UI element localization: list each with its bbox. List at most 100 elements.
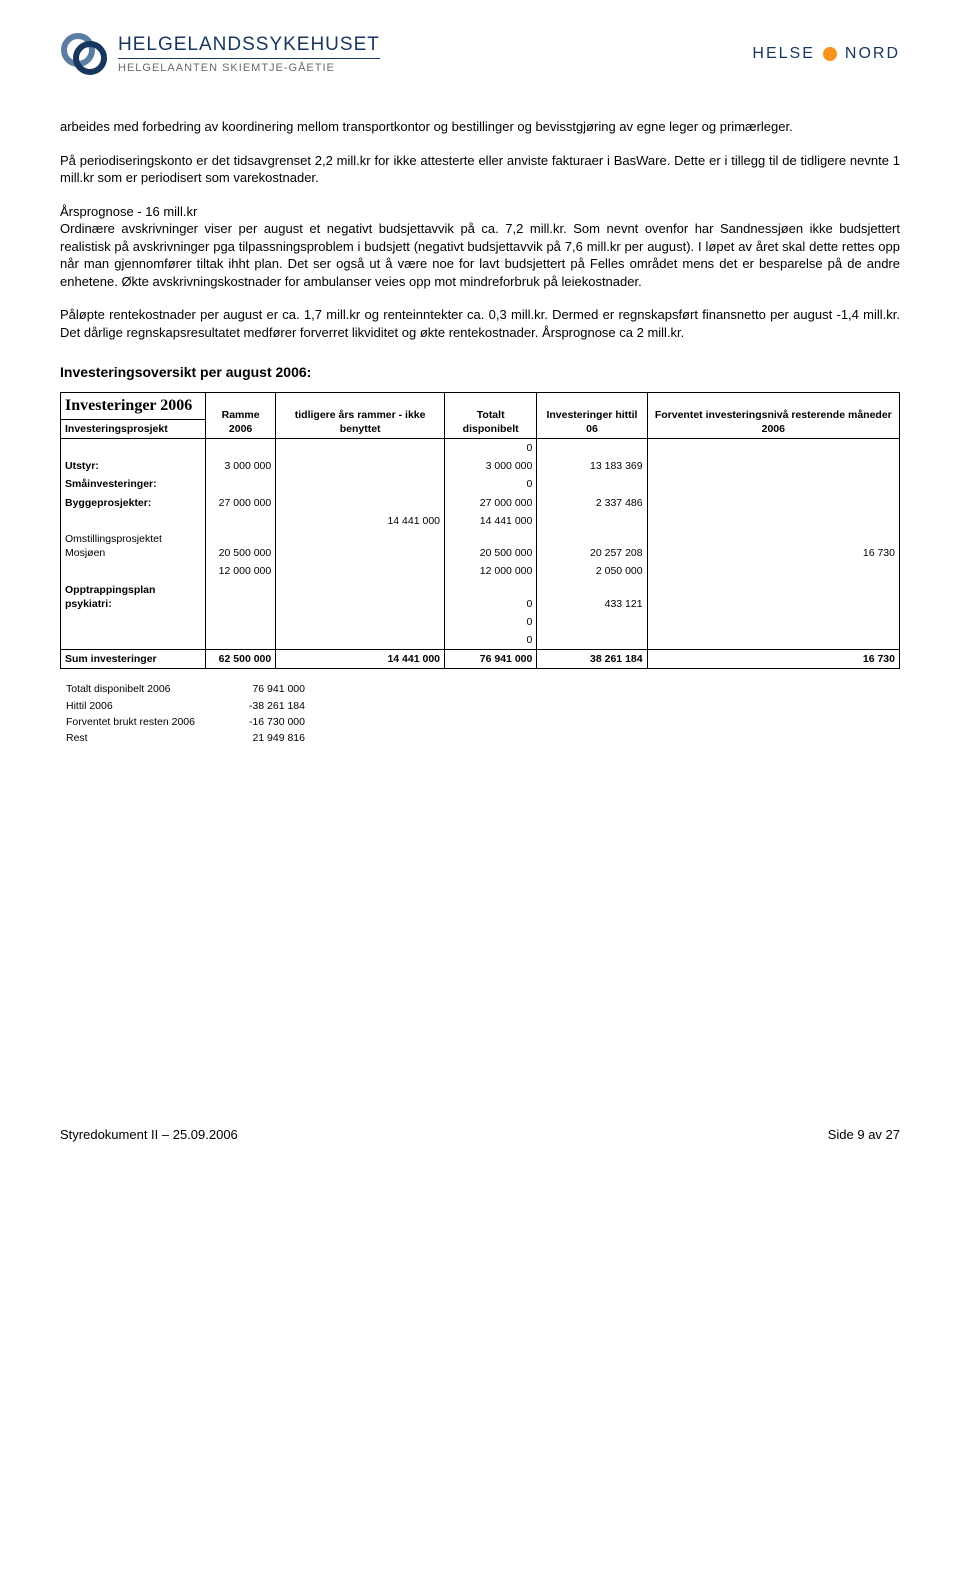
- cell: [276, 494, 445, 512]
- table-body: 0Utstyr:3 000 0003 000 00013 183 369Småi…: [61, 439, 900, 669]
- table-row: Byggeprosjekter:27 000 00027 000 0002 33…: [61, 494, 900, 512]
- logo-title: HELGELANDSSYKEHUSET: [118, 32, 380, 58]
- nord-dot-icon: [823, 47, 837, 61]
- investment-table: Investeringer 2006 Ramme 2006 tidligere …: [60, 392, 900, 669]
- section-title: Investeringsoversikt per august 2006:: [60, 363, 900, 382]
- cell: 13 183 369: [537, 457, 647, 475]
- cell: [276, 439, 445, 458]
- table-row: 14 441 00014 441 000: [61, 512, 900, 530]
- cell: 0: [445, 581, 537, 613]
- hospital-logo-icon: [60, 30, 108, 78]
- summary-table: Totalt disponibelt 200676 941 000Hittil …: [60, 681, 311, 746]
- cell: [647, 457, 899, 475]
- paragraph-1: arbeides med forbedring av koordinering …: [60, 118, 900, 136]
- paragraph-5: Påløpte rentekostnader per august er ca.…: [60, 306, 900, 341]
- summary-label: Hittil 2006: [60, 698, 201, 714]
- summary-label: Rest: [60, 730, 201, 746]
- p3-body: Ordinære avskrivninger viser per august …: [60, 221, 900, 289]
- cell: 14 441 000: [276, 512, 445, 530]
- paragraph-2: På periodiseringskonto er det tidsavgren…: [60, 152, 900, 187]
- cell: [205, 439, 275, 458]
- summary-value: -38 261 184: [201, 698, 311, 714]
- paragraph-3: Årsprognose - 16 mill.kr Ordinære avskri…: [60, 203, 900, 291]
- cell: [205, 475, 275, 493]
- row-label: [61, 439, 206, 458]
- sum-cell: 16 730: [647, 650, 899, 669]
- logo-left: HELGELANDSSYKEHUSET HELGELAANTEN SKIEMTJ…: [60, 30, 380, 78]
- cell: [647, 494, 899, 512]
- cell: [537, 613, 647, 631]
- cell: 27 000 000: [445, 494, 537, 512]
- col-hittil: Investeringer hittil 06: [537, 393, 647, 439]
- cell: 0: [445, 613, 537, 631]
- cell: 14 441 000: [445, 512, 537, 530]
- table-row: 0: [61, 631, 900, 650]
- sum-label: Sum investeringer: [61, 650, 206, 669]
- summary-label: Forventet brukt resten 2006: [60, 714, 201, 730]
- cell: [276, 562, 445, 580]
- cell: [647, 512, 899, 530]
- logo-right: HELSE NORD: [752, 43, 900, 65]
- cell: 3 000 000: [445, 457, 537, 475]
- logo-text-block: HELGELANDSSYKEHUSET HELGELAANTEN SKIEMTJ…: [118, 32, 380, 75]
- cell: [205, 613, 275, 631]
- cell: [205, 581, 275, 613]
- cell: [276, 475, 445, 493]
- row-label: Byggeprosjekter:: [61, 494, 206, 512]
- col-totalt: Totalt disponibelt: [445, 393, 537, 439]
- cell: 433 121: [537, 581, 647, 613]
- page-footer: Styredokument II – 25.09.2006 Side 9 av …: [60, 1126, 900, 1144]
- summary-row: Totalt disponibelt 200676 941 000: [60, 681, 311, 697]
- sum-row: Sum investeringer62 500 00014 441 00076 …: [61, 650, 900, 669]
- footer-right: Side 9 av 27: [828, 1126, 900, 1144]
- cell: [647, 439, 899, 458]
- cell: 0: [445, 475, 537, 493]
- cell: [537, 475, 647, 493]
- cell: [537, 439, 647, 458]
- cell: [537, 631, 647, 650]
- col-forventet: Forventet investeringsnivå resterende må…: [647, 393, 899, 439]
- cell: [276, 530, 445, 562]
- p3-line1: Årsprognose - 16 mill.kr: [60, 204, 197, 219]
- col-prosjekt: Investeringsprosjekt: [61, 419, 206, 438]
- row-label: Omstillingsprosjektet Mosjøen: [61, 530, 206, 562]
- cell: 12 000 000: [205, 562, 275, 580]
- col-ramme: Ramme 2006: [205, 393, 275, 439]
- row-label: [61, 562, 206, 580]
- row-label: [61, 631, 206, 650]
- cell: [276, 581, 445, 613]
- cell: [647, 581, 899, 613]
- cell: 20 500 000: [205, 530, 275, 562]
- row-label: [61, 613, 206, 631]
- page-header: HELGELANDSSYKEHUSET HELGELAANTEN SKIEMTJ…: [60, 30, 900, 78]
- cell: [647, 613, 899, 631]
- logo-subtitle: HELGELAANTEN SKIEMTJE-GÅETIE: [118, 58, 380, 76]
- brand-nord: NORD: [845, 43, 900, 65]
- table-row: Omstillingsprosjektet Mosjøen20 500 0002…: [61, 530, 900, 562]
- row-label: Utstyr:: [61, 457, 206, 475]
- cell: 16 730: [647, 530, 899, 562]
- table-row: Opptrappingsplan psykiatri: 0433 121: [61, 581, 900, 613]
- sum-cell: 38 261 184: [537, 650, 647, 669]
- cell: 2 337 486: [537, 494, 647, 512]
- cell: 0: [445, 439, 537, 458]
- cell: [205, 512, 275, 530]
- cell: [205, 631, 275, 650]
- cell: 20 500 000: [445, 530, 537, 562]
- table-title: Investeringer 2006: [61, 393, 206, 420]
- summary-row: Forventet brukt resten 2006-16 730 000: [60, 714, 311, 730]
- cell: [647, 475, 899, 493]
- table-row: Utstyr:3 000 0003 000 00013 183 369: [61, 457, 900, 475]
- brand-helse: HELSE: [752, 43, 814, 65]
- summary-value: 76 941 000: [201, 681, 311, 697]
- row-label: [61, 512, 206, 530]
- col-tidligere: tidligere års rammer - ikke benyttet: [276, 393, 445, 439]
- cell: [647, 562, 899, 580]
- cell: 27 000 000: [205, 494, 275, 512]
- cell: 2 050 000: [537, 562, 647, 580]
- cell: 12 000 000: [445, 562, 537, 580]
- cell: 3 000 000: [205, 457, 275, 475]
- row-label: Opptrappingsplan psykiatri:: [61, 581, 206, 613]
- cell: [276, 457, 445, 475]
- summary-value: -16 730 000: [201, 714, 311, 730]
